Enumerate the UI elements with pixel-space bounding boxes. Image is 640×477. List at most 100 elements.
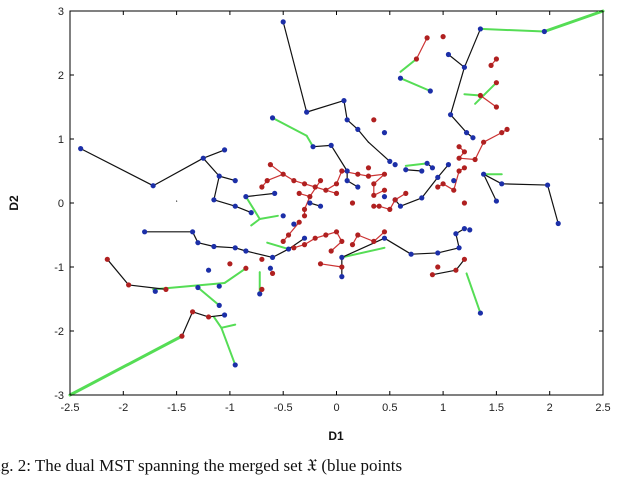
blue-point: [269, 115, 276, 121]
green-edge: [220, 323, 237, 329]
green-edge: [399, 77, 432, 92]
blue-point: [211, 243, 217, 250]
blue-point: [355, 126, 361, 132]
blue-point: [328, 142, 334, 148]
green-edge: [542, 9, 605, 33]
black-edge: [282, 21, 308, 113]
blue-point: [453, 231, 459, 237]
red-point: [301, 242, 308, 248]
blue-point: [232, 178, 238, 184]
blue-point: [339, 274, 345, 280]
black-edge: [405, 169, 423, 172]
red-point: [259, 286, 265, 292]
blue-point: [269, 254, 276, 260]
red-edge: [415, 37, 428, 60]
red-point: [285, 232, 292, 238]
black-edge: [234, 205, 252, 214]
red-point: [267, 162, 274, 168]
blue-point: [344, 178, 350, 184]
blue-point: [419, 195, 425, 201]
red-edge: [483, 132, 503, 143]
red-point: [488, 62, 494, 68]
blue-point: [445, 162, 452, 168]
black-edge: [213, 245, 236, 249]
green-edge: [244, 195, 261, 220]
red-point: [333, 190, 340, 196]
black-edge: [80, 148, 154, 187]
red-point: [339, 264, 345, 270]
black-edge: [271, 248, 290, 258]
red-point: [227, 261, 233, 267]
red-point: [365, 165, 372, 171]
black-edge: [463, 28, 482, 68]
black-edge: [128, 284, 167, 290]
black-edge: [306, 99, 345, 113]
blue-point: [78, 146, 84, 152]
red-point: [317, 178, 324, 184]
blue-point: [301, 235, 308, 241]
red-point: [291, 245, 297, 251]
green-edge: [223, 267, 247, 284]
red-point: [456, 155, 462, 161]
red-point: [243, 265, 249, 271]
red-point: [481, 139, 487, 145]
plot-area: [69, 10, 604, 396]
red-edge: [269, 164, 284, 175]
red-point: [333, 229, 340, 235]
x-tick-label: -0.5: [274, 402, 293, 414]
red-point: [440, 181, 446, 187]
x-tick-label: -1: [225, 402, 235, 414]
black-edge: [106, 258, 130, 286]
blue-point: [280, 213, 286, 219]
black-edge: [152, 157, 204, 187]
black-edge: [181, 311, 194, 337]
blue-point: [381, 194, 388, 200]
red-point: [333, 181, 340, 187]
blue-point: [267, 265, 274, 271]
green-edge: [212, 315, 223, 329]
black-edge: [287, 237, 306, 250]
black-edge: [207, 314, 226, 318]
blue-point: [408, 251, 414, 257]
blue-point: [477, 26, 484, 32]
green-edge: [463, 93, 482, 97]
blue-point: [429, 165, 436, 171]
black-edge: [367, 141, 391, 162]
blue-point: [205, 267, 212, 273]
blue-point: [435, 174, 441, 180]
green-edge: [404, 162, 429, 167]
y-axis-ticks: -3 -2 -1 0 1 2 3: [54, 6, 603, 402]
red-point: [493, 56, 499, 62]
blue-point: [445, 51, 452, 58]
red-point: [435, 184, 441, 190]
red-point: [179, 333, 185, 339]
red-point: [323, 232, 329, 238]
red-point: [451, 187, 457, 193]
red-points: [104, 34, 510, 339]
red-edge: [341, 170, 359, 175]
black-edge: [245, 192, 276, 198]
red-point: [403, 190, 409, 196]
blue-point: [243, 194, 249, 200]
blue-point: [427, 88, 433, 94]
red-point: [312, 184, 318, 190]
red-point: [189, 309, 196, 315]
red-point: [456, 144, 462, 150]
red-point: [104, 256, 110, 262]
red-point: [461, 149, 468, 155]
red-point: [328, 248, 334, 254]
red-point: [264, 178, 270, 184]
red-point: [259, 256, 265, 262]
black-edge: [341, 237, 386, 258]
red-point: [296, 190, 302, 196]
red-point: [453, 267, 459, 273]
red-edge: [453, 170, 460, 191]
blue-point: [243, 248, 249, 254]
x-tick-label: 0.5: [382, 402, 397, 414]
blue-point: [463, 130, 470, 136]
red-point: [371, 238, 377, 244]
blue-point: [232, 203, 238, 209]
blue-point: [424, 160, 430, 166]
blue-point: [221, 147, 228, 153]
x-tick-label: -1.5: [167, 402, 186, 414]
